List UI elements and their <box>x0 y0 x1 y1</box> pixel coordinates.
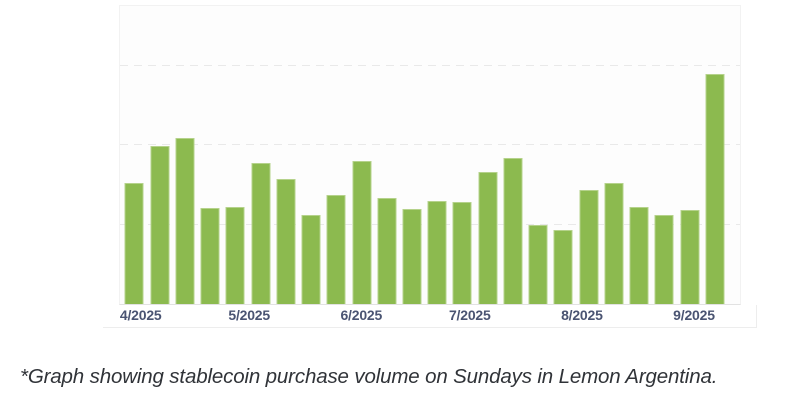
bar-2025-05-18 <box>301 215 321 304</box>
x-tick-label: 4/2025 <box>119 307 162 323</box>
bar-2025-08-17 <box>629 207 649 304</box>
x-axis: 4/2025 5/2025 6/2025 7/2025 8/2025 9/2025 <box>119 306 741 324</box>
bar-2025-08-10 <box>604 183 624 304</box>
x-tick-label: 9/2025 <box>673 307 715 323</box>
x-tick-label: 8/2025 <box>561 307 603 323</box>
bar-2025-04-06 <box>150 145 170 304</box>
x-tick-label: 6/2025 <box>340 307 383 323</box>
bar-2025-06-08 <box>377 197 397 304</box>
bar-2025-06-22 <box>427 200 447 304</box>
bar-2025-05-11 <box>276 179 296 304</box>
chart-caption: *Graph showing stablecoin purchase volum… <box>20 365 718 388</box>
bar-2025-05-04 <box>251 162 271 304</box>
bar-2025-06-01 <box>352 160 371 304</box>
bar-2025-06-15 <box>402 208 422 304</box>
bar-2025-08-03 <box>579 190 599 304</box>
plot-area <box>119 5 741 305</box>
bar-2025-04-27 <box>225 207 245 304</box>
gridline <box>120 64 740 66</box>
bar-2025-04-20 <box>200 207 220 304</box>
bar-2025-07-20 <box>528 225 548 304</box>
bar-2025-08-31 <box>680 210 700 304</box>
bar-2025-07-13 <box>503 157 523 304</box>
bar-2025-06-29 <box>452 201 472 304</box>
x-tick-label: 7/2025 <box>448 307 491 323</box>
bar-2025-09-07 <box>705 74 725 304</box>
bar-2025-08-24 <box>654 215 674 304</box>
gridline <box>120 144 740 146</box>
bar-2025-07-27 <box>553 230 573 304</box>
bar-2025-05-25 <box>326 195 346 304</box>
bar-2025-04-13 <box>175 137 195 304</box>
bar-2025-03-30 <box>124 183 144 304</box>
widget-bottom-border <box>103 327 756 328</box>
widget-right-border <box>756 305 757 328</box>
x-tick-label: 5/2025 <box>228 307 270 323</box>
bar-2025-07-06 <box>478 172 498 304</box>
